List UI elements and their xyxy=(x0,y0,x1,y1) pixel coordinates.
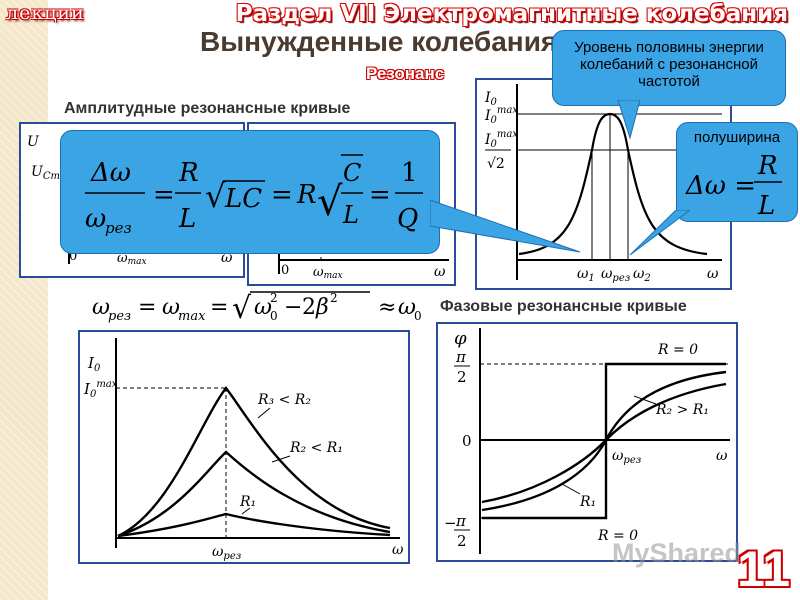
svg-text:√: √ xyxy=(232,291,252,326)
label-r0-bottom: R = 0 xyxy=(597,528,638,544)
minus-pi-half-label: π xyxy=(455,512,467,530)
svg-text:ω: ω xyxy=(398,295,416,320)
label-r3-r2: R₃ < R₂ xyxy=(257,392,311,408)
svg-text:ω: ω xyxy=(254,295,272,320)
label-r1-phase: R₁ xyxy=(579,494,596,510)
svg-text:R: R xyxy=(757,151,778,181)
half-width-text: полуширина xyxy=(693,129,781,146)
svg-text:ω: ω xyxy=(85,204,106,234)
resonance-frequency-formula: ω рез = ω max = √ ω 0 2 − 2 β 2 ≈ ω 0 xyxy=(92,291,422,326)
svg-text:C: C xyxy=(343,159,361,187)
omega-axis-label: ω xyxy=(707,266,719,282)
i0-label: I0 xyxy=(87,354,101,374)
omega1-label: ω1 xyxy=(577,266,595,284)
q-factor-formula: Δω ω рез = R L √ LC = R √ C L = 1 Q xyxy=(85,154,423,237)
svg-text:2: 2 xyxy=(457,368,467,386)
q-factor-formula-box: Δω ω рез = R L √ LC = R √ C L = 1 Q xyxy=(60,130,440,254)
svg-text:Δω: Δω xyxy=(90,158,131,188)
omega-res-label: ωрез xyxy=(601,266,630,284)
svg-text:L: L xyxy=(178,204,196,234)
omega-res-label: ωрез xyxy=(612,448,641,466)
svg-text:рез: рез xyxy=(105,219,132,237)
svg-text:R: R xyxy=(296,180,317,210)
label-r2-gt-r1: R₂ > R₁ xyxy=(655,402,709,418)
svg-text:−: − xyxy=(284,295,302,320)
origin-zero: 0 xyxy=(281,263,289,278)
svg-text:max: max xyxy=(178,309,206,324)
svg-text:=: = xyxy=(153,180,175,210)
omega-axis-label: ω xyxy=(392,542,404,558)
i0-max-over-sqrt2-label: I0max xyxy=(484,129,518,150)
omega-max-label: ωmax xyxy=(117,251,147,267)
svg-text:R: R xyxy=(178,158,199,188)
svg-text:2: 2 xyxy=(457,532,467,550)
watermark: MyShared xyxy=(612,538,742,568)
svg-text:L: L xyxy=(342,201,359,229)
amplitude-curves-label: Амплитудные резонансные кривые xyxy=(64,100,351,117)
svg-text:β: β xyxy=(315,295,329,320)
svg-text:=: = xyxy=(210,295,228,320)
half-energy-callout-tail xyxy=(617,100,641,140)
svg-text:=: = xyxy=(369,180,391,210)
svg-text:Q: Q xyxy=(397,204,418,234)
pi-half-label: π xyxy=(455,348,467,366)
svg-text:=: = xyxy=(138,295,156,320)
half-width-formula: Δω = R L xyxy=(685,151,782,221)
delta-omega-text: Δω = xyxy=(685,171,756,201)
sqrt2-label: √2 xyxy=(487,156,505,172)
phase-curves-panel: φ π 2 0 − π 2 R = 0 R₂ > R₁ R₁ R = 0 ωре… xyxy=(436,322,738,562)
omega-max-label: ωmax xyxy=(313,265,343,281)
origin-zero: 0 xyxy=(69,249,77,264)
phase-curves-label: Фазовые резонансные кривые xyxy=(440,298,687,315)
svg-text:2: 2 xyxy=(302,295,316,320)
lecture-tag: лекции xyxy=(6,2,85,24)
origin-zero: 0 xyxy=(462,432,472,450)
slide-number: 11 xyxy=(737,541,790,597)
svg-text:2: 2 xyxy=(330,291,338,305)
minus-sign: − xyxy=(444,514,457,532)
label-r2-r1: R₂ < R₁ xyxy=(289,440,343,456)
omega2-label: ω2 xyxy=(633,266,651,284)
i0-max-label: I0max xyxy=(83,379,118,400)
phi-axis-label: φ xyxy=(454,328,467,349)
svg-text:ω: ω xyxy=(92,295,110,320)
svg-text:0: 0 xyxy=(414,309,422,323)
omega-axis-label: ω xyxy=(716,448,728,464)
svg-text:=: = xyxy=(271,180,293,210)
ucm-axis-label: UCm xyxy=(31,164,60,182)
q-factor-callout-tail xyxy=(430,200,581,253)
half-width-callout-tail xyxy=(629,210,690,256)
label-r0-top: R = 0 xyxy=(657,342,698,358)
svg-text:√: √ xyxy=(317,179,343,225)
amplitude-curves-panel: I0 I0max R₃ < R₂ R₂ < R₁ R₁ ωрез ω xyxy=(78,330,410,564)
slide-title: Вынужденные колебания xyxy=(200,26,558,57)
svg-text:ω: ω xyxy=(162,295,180,320)
sidebar-decoration xyxy=(0,0,48,600)
svg-text:≈: ≈ xyxy=(378,295,396,320)
omega-res-label: ωрез xyxy=(212,544,241,562)
slide-subtitle: Резонанс xyxy=(366,64,445,83)
svg-text:1: 1 xyxy=(401,158,418,188)
label-r1: R₁ xyxy=(239,494,256,510)
svg-text:√: √ xyxy=(205,177,226,215)
omega-axis-label: ω xyxy=(221,250,233,266)
i0-max-label: I0max xyxy=(484,105,518,126)
svg-text:L: L xyxy=(757,191,775,221)
u-axis-label: U xyxy=(27,134,40,150)
svg-text:LC: LC xyxy=(224,184,262,214)
half-energy-text: Уровень половины энергии колебаний с рез… xyxy=(574,39,764,90)
i0-label: I0 xyxy=(484,90,498,108)
half-energy-callout: Уровень половины энергии колебаний с рез… xyxy=(552,30,786,106)
svg-text:рез: рез xyxy=(108,309,131,324)
omega-axis-label: ω xyxy=(434,264,446,280)
svg-text:2: 2 xyxy=(270,291,278,305)
section-title: Раздел VII Электромагнитные колебания xyxy=(235,1,788,27)
svg-text:0: 0 xyxy=(270,309,278,323)
half-width-callout: полуширина xyxy=(676,122,798,222)
